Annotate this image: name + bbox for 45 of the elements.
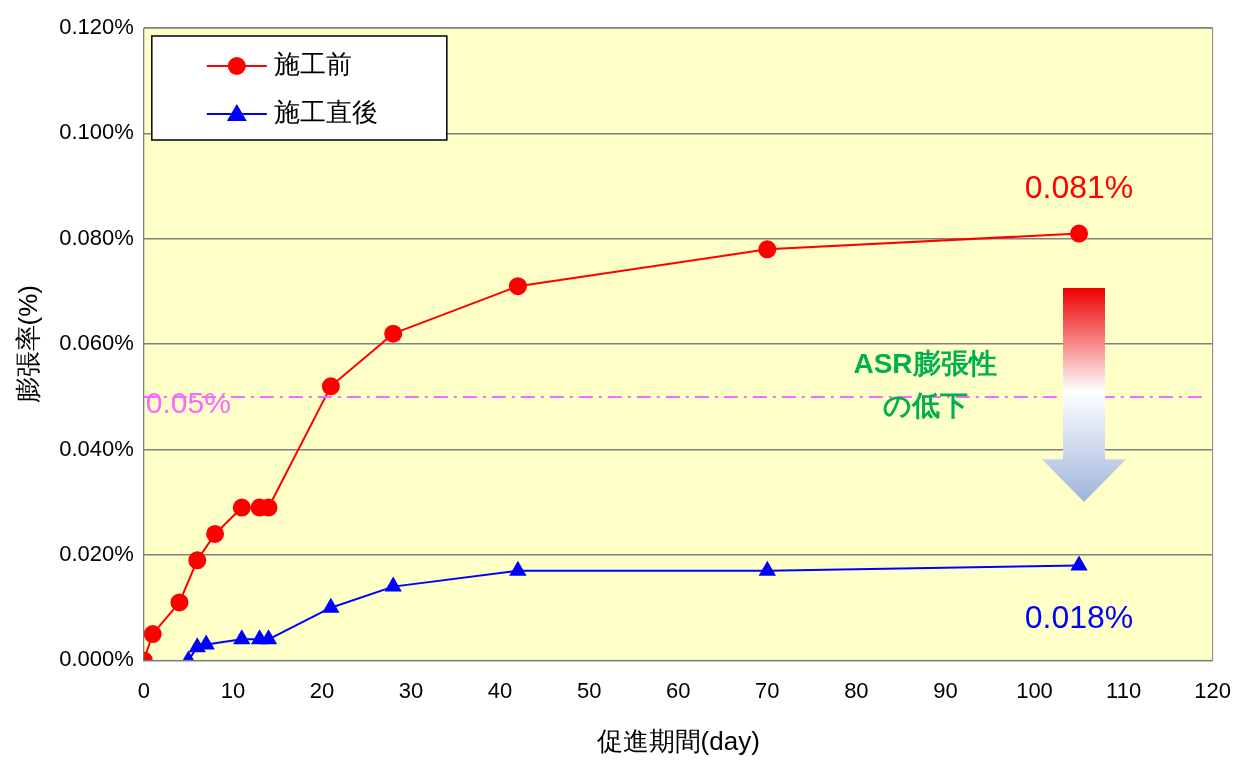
x-tick-label: 30: [398, 677, 424, 703]
annotation: 0.081%: [1024, 169, 1134, 206]
annotation: 0.018%: [1024, 599, 1134, 636]
y-tick-label: 0.020%: [59, 541, 134, 567]
point: [508, 277, 527, 296]
ref-line-label: 0.05%: [145, 386, 231, 420]
point: [260, 630, 277, 645]
x-tick-label: 20: [309, 677, 335, 703]
y-tick-label: 0.120%: [59, 14, 134, 40]
point: [1070, 224, 1089, 243]
point: [384, 324, 403, 343]
x-tick-label: 0: [137, 677, 150, 703]
x-tick-label: 120: [1194, 677, 1232, 703]
y-axis-title: 膨張率(%): [12, 284, 43, 404]
point: [233, 630, 250, 645]
point: [509, 561, 526, 576]
point: [758, 240, 777, 259]
point: [232, 498, 251, 517]
y-tick-label: 0.080%: [59, 224, 134, 250]
x-tick-label: 80: [844, 677, 869, 703]
point: [385, 577, 402, 592]
annotation: ASR膨張性: [853, 347, 997, 379]
point: [188, 551, 207, 570]
x-tick-label: 90: [933, 677, 958, 703]
point: [322, 598, 339, 613]
x-tick-label: 10: [220, 677, 246, 703]
point: [206, 524, 225, 543]
legend-label: 施工直後: [273, 97, 378, 128]
y-tick-label: 0.100%: [59, 119, 134, 145]
x-tick-label: 40: [487, 677, 513, 703]
x-tick-label: 50: [576, 677, 602, 703]
x-tick-label: 70: [755, 677, 780, 703]
x-tick-label: 110: [1106, 677, 1142, 703]
y-tick-label: 0.060%: [59, 330, 134, 356]
point: [170, 593, 189, 612]
point: [759, 561, 776, 576]
y-tick-label: 0.040%: [59, 435, 134, 461]
point: [321, 377, 340, 396]
legend-label: 施工前: [273, 49, 352, 80]
point: [1071, 556, 1087, 571]
annotation: の低下: [882, 389, 968, 421]
x-axis-title: 促進期間(day): [596, 725, 760, 756]
x-tick-label: 60: [665, 677, 691, 703]
x-tick-label: 100: [1016, 677, 1053, 703]
y-tick-label: 0.000%: [59, 646, 134, 672]
